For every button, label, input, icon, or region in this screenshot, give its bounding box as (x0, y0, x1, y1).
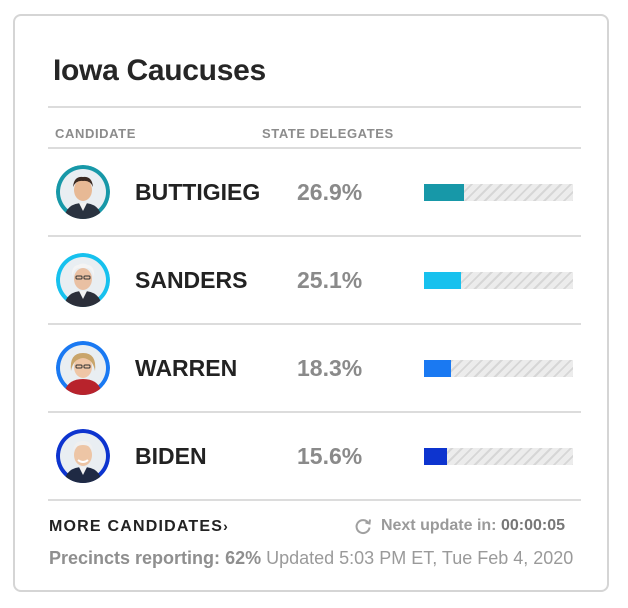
candidate-percent: 26.9% (297, 179, 363, 205)
row-divider (48, 499, 581, 501)
candidate-row: BIDEN 15.6% (48, 413, 581, 499)
candidate-name: BIDEN (135, 443, 207, 469)
candidate-row: BUTTIGIEG 26.9% (48, 149, 581, 235)
chevron-right-icon: › (223, 518, 228, 534)
next-update-label: Next update in: (380, 517, 497, 534)
footer-status: Precincts reporting: 62% Updated 5:03 PM… (49, 548, 573, 569)
column-header-state-delegates: STATE DELEGATES (262, 126, 394, 141)
header-divider (48, 147, 581, 149)
row-divider (48, 323, 581, 325)
title-divider (48, 106, 581, 108)
next-update: Next update in: 00:00:05 (353, 516, 565, 536)
refresh-icon[interactable] (353, 516, 373, 536)
biden-avatar-icon (56, 429, 110, 483)
delegate-bar-track (424, 184, 573, 201)
candidate-name: BUTTIGIEG (135, 179, 261, 205)
warren-avatar-icon (56, 341, 110, 395)
precincts-value: 62% (225, 548, 262, 568)
sanders-avatar-icon (56, 253, 110, 307)
delegate-bar-track (424, 272, 573, 289)
results-card: Iowa Caucuses CANDIDATE STATE DELEGATES … (13, 14, 609, 592)
delegate-bar-fill (424, 272, 462, 289)
delegate-bar-track (424, 360, 573, 377)
candidate-name: WARREN (135, 355, 238, 381)
column-header-candidate: CANDIDATE (55, 126, 136, 141)
candidate-row: WARREN 18.3% (48, 325, 581, 411)
more-candidates-link[interactable]: MORE CANDIDATES› (49, 518, 228, 536)
row-divider (48, 411, 581, 413)
candidate-name: SANDERS (135, 267, 248, 293)
more-candidates-label: MORE CANDIDATES (49, 518, 224, 535)
precincts-label: Precincts reporting: (49, 548, 221, 568)
candidate-percent: 25.1% (297, 267, 363, 293)
candidate-percent: 15.6% (297, 443, 363, 469)
candidate-percent: 18.3% (297, 355, 363, 381)
delegate-bar-fill (424, 448, 448, 465)
row-divider (48, 235, 581, 237)
updated-timestamp: Updated 5:03 PM ET, Tue Feb 4, 2020 (266, 548, 574, 568)
buttigieg-avatar-icon (56, 165, 110, 219)
next-update-countdown: 00:00:05 (500, 517, 565, 534)
card-title: Iowa Caucuses (53, 54, 266, 87)
candidate-row: SANDERS 25.1% (48, 237, 581, 323)
delegate-bar-track (424, 448, 573, 465)
delegate-bar-fill (424, 184, 465, 201)
delegate-bar-fill (424, 360, 452, 377)
